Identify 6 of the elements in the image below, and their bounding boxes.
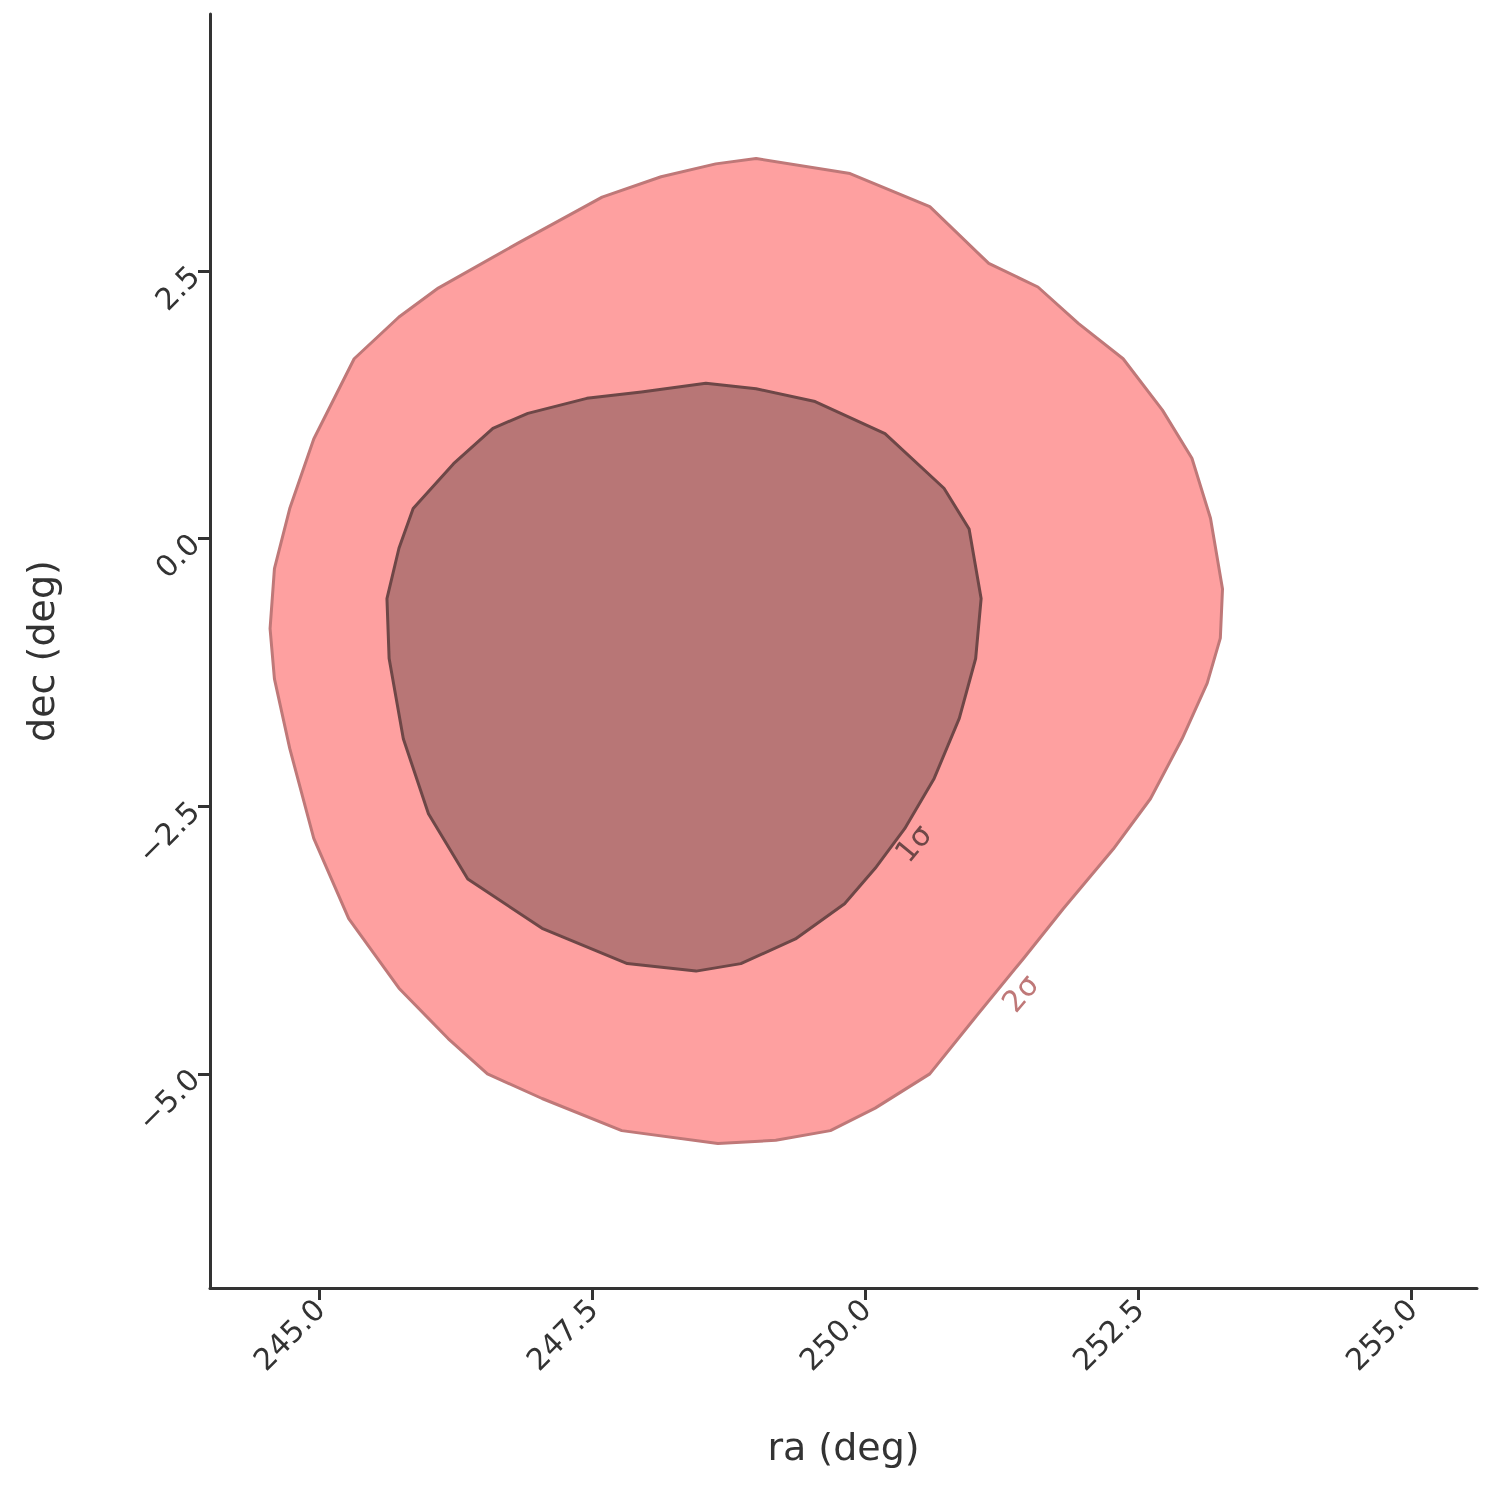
- annotation: 1σ: [887, 817, 939, 869]
- x-axis-title: ra (deg): [767, 1425, 920, 1469]
- y-tick-label: 2.5: [147, 258, 207, 318]
- annotation: 2σ: [994, 967, 1046, 1019]
- y-tick-label: 0.0: [147, 526, 207, 585]
- y-axis-title: dec (deg): [19, 560, 63, 742]
